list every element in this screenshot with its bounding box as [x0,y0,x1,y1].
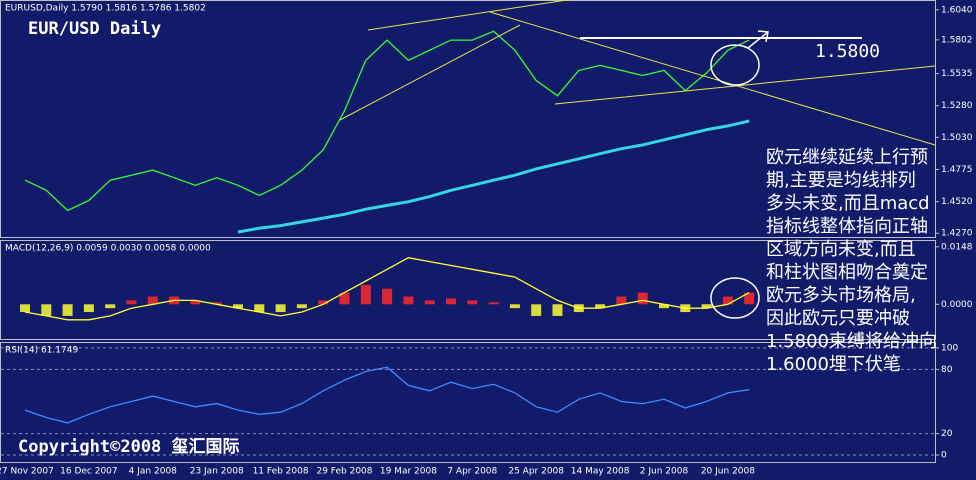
histogram-bar [595,304,606,309]
x-tick-label: 27 Nov 2007 [0,467,54,477]
x-tick-label: 14 May 2008 [571,467,630,477]
histogram-bar [318,300,329,305]
histogram-bar [190,300,201,305]
commentary: 欧元继续延续上行预期,主要是均线排列多头未变,而且macd指标线整体指向正轴区域… [766,147,937,375]
y-tick-label: 1.4520 [941,197,973,207]
histogram-bar [41,304,52,316]
histogram-bar [296,304,307,309]
histogram-bar [531,304,542,316]
annotation: EUR/USD Daily [28,19,161,39]
histogram-bar [339,292,350,305]
y-tick-label: 80 [941,365,953,375]
x-tick-label: 29 Feb 2008 [316,467,372,477]
histogram-bar [105,304,116,309]
x-tick-label: 16 Dec 2007 [60,467,118,477]
x-tick-label: 11 Feb 2008 [253,467,309,477]
y-tick-label: 0.0000 [941,300,973,310]
commentary-line: 因此欧元只要冲破 [766,308,910,329]
y-tick-label: 20 [941,429,953,439]
histogram-bar [20,304,30,313]
x-tick-label: 4 Jan 2008 [129,467,177,477]
y-tick-label: 1.5280 [941,101,973,111]
series-line [24,366,750,424]
histogram-bar [147,296,158,305]
y-tick-label: 1.4775 [941,165,973,175]
x-tick-label: 7 Apr 2008 [447,467,497,477]
histogram-bar [382,288,393,305]
histogram-bar [701,304,712,309]
histogram-bar [659,304,669,309]
histogram-bar [637,292,648,305]
y-tick-label: 100 [941,343,958,353]
y-tick-label: 1.6040 [941,5,973,15]
panel-frames [0,0,936,463]
highlight-circle [710,277,760,319]
histogram-bar [446,298,456,305]
commentary-line: 1.5800束缚将给冲向 [766,331,937,352]
histogram-bar [254,304,265,313]
histogram-bar [509,304,520,309]
arrow [747,30,769,49]
commentary-line: 欧元继续延续上行预 [766,147,928,168]
histogram-bar [488,302,499,305]
y-tick-label: 0.0148 [941,242,973,252]
histogram-bar [722,296,733,305]
y-tick-label: 1.4270 [941,229,973,239]
y-tick-label: 1.5030 [941,133,973,143]
commentary-line: 指标线整体指向正轴 [766,216,928,237]
commentary-line: 1.6000埋下伏笔 [766,354,901,375]
histogram-bar [360,284,371,305]
chart-title: MACD(12,26,9) 0.0059 0.0030 0.0058 0.000… [5,244,211,254]
histogram-bar [467,300,478,305]
y-tick-label: 1.5802 [941,35,973,45]
histogram-bar [744,292,755,305]
histogram-bar [211,302,222,305]
commentary-line: 区域方向未变,而且 [766,239,916,260]
series-line [24,257,750,321]
histogram-bar [83,304,94,313]
chart-title: EURUSD,Daily 1.5790 1.5816 1.5786 1.5802 [5,4,206,14]
commentary-line: 和柱状图相吻合奠定 [766,262,928,283]
copyright: Copyright©2008 玺汇国际 [18,436,240,457]
annotation: 1.5800 [815,41,880,62]
y-tick-label: 0 [941,451,947,461]
highlight-circle [710,44,760,86]
plots: 27 Nov 2007 16 Dec 2007 4 Jan 2008 23 Jan 2… [0,5,973,476]
series-line [24,30,750,212]
histogram-bar [126,300,137,305]
histogram-bar [552,304,563,316]
x-tick-label: 19 Mar 2008 [380,467,437,477]
chart-title: RSI(14) 61.1749 [5,346,78,356]
commentary-line: 多头未变,而且macd [766,193,930,214]
x-tick-label: 25 Apr 2008 [508,467,564,477]
y-tick-label: 1.5535 [941,69,973,79]
trend-lines [339,0,936,146]
histogram-bar [616,296,627,305]
x-tick-label: 23 Jan 2008 [190,467,244,477]
x-tick-label: 2 Jun 2008 [640,467,689,477]
commentary-line: 期,主要是均线排列 [766,170,916,191]
histogram-bar [275,304,286,313]
commentary-line: 欧元多头市场格局, [766,285,916,306]
histogram-bar [403,296,414,305]
x-tick-label: 20 Jun 2008 [701,467,755,477]
series-line [237,119,750,234]
histogram-bar [233,304,243,309]
histogram-bar [62,304,73,316]
histogram-bar [424,300,435,305]
